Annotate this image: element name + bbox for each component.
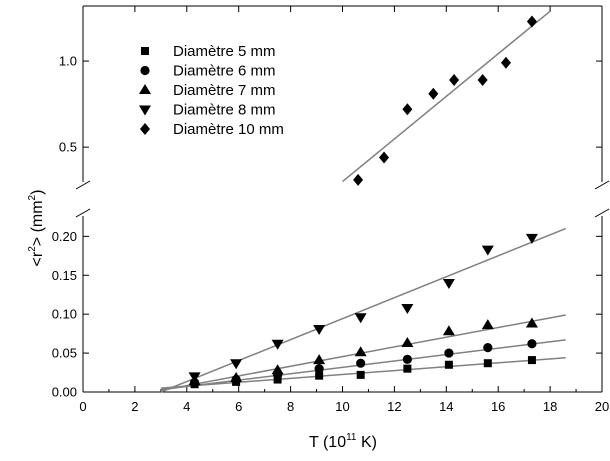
y-tick-label: 0.10 <box>52 307 77 322</box>
data-point <box>527 339 537 349</box>
data-point <box>315 371 324 380</box>
x-tick-label: 12 <box>387 399 401 414</box>
data-point <box>354 346 367 357</box>
data-point <box>403 364 412 373</box>
x-tick-label: 8 <box>287 399 294 414</box>
x-axis-title: T (1011 K) <box>309 432 377 451</box>
data-point <box>230 371 243 382</box>
legend-label: Diamètre 8 mm <box>173 102 276 119</box>
data-point <box>525 317 538 328</box>
data-point <box>444 348 454 358</box>
y-tick-label: 0.20 <box>52 229 77 244</box>
fit-line <box>160 227 566 393</box>
x-tick-label: 18 <box>543 399 557 414</box>
data-point <box>477 74 488 87</box>
data-point <box>401 303 414 314</box>
x-tick-label: 16 <box>491 399 505 414</box>
data-point <box>442 279 455 290</box>
x-tick-label: 6 <box>235 399 242 414</box>
data-point <box>356 358 366 368</box>
axis-break-mark <box>75 208 91 218</box>
x-tick-label: 14 <box>439 399 453 414</box>
legend-marker <box>140 65 150 76</box>
axes-layer: 0 2 4 6 8 10 12 14 16 18 20 0.00 0.05 0.10 0.15 0.20 0.5… <box>52 5 610 414</box>
y-tick-label: 0.05 <box>52 346 77 361</box>
y-axis-title: <r2> (mm2) <box>27 190 46 267</box>
axis-break-gap <box>75 191 91 205</box>
data-point <box>379 151 390 164</box>
data-point <box>444 360 453 369</box>
x-tick-label: 10 <box>335 399 349 414</box>
x-tick-label: 4 <box>183 399 190 414</box>
x-tick-label: 20 <box>595 399 609 414</box>
data-point <box>449 74 460 87</box>
legend-label: Diamètre 6 mm <box>173 63 276 80</box>
data-point <box>313 354 326 365</box>
data-point <box>481 245 494 256</box>
data-point <box>527 356 536 365</box>
y-tick-label: 0.5 <box>59 140 77 155</box>
data-point <box>402 354 412 364</box>
data-point <box>271 339 284 350</box>
data-point <box>401 336 414 347</box>
data-point <box>230 359 243 370</box>
y-tick-label: 0.15 <box>52 268 77 283</box>
data-point <box>483 359 492 368</box>
x-tick-label: 0 <box>79 399 86 414</box>
data-point <box>525 233 538 244</box>
legend-marker <box>139 105 151 116</box>
legend-label: Diamètre 7 mm <box>173 82 276 99</box>
legend-marker <box>140 123 150 135</box>
data-point <box>483 343 493 353</box>
axis-break-gap <box>594 191 610 205</box>
data-point <box>188 372 201 383</box>
data-point <box>526 15 537 28</box>
axis-break-mark <box>594 208 610 218</box>
legend-marker <box>139 84 151 94</box>
legend-marker <box>141 47 149 55</box>
data-markers <box>188 15 538 389</box>
y-tick-label: 0.00 <box>52 385 77 400</box>
data-point <box>356 370 365 379</box>
data-point <box>481 319 494 330</box>
data-point <box>271 364 284 375</box>
data-point <box>500 56 511 69</box>
axis-break-mark <box>75 180 91 190</box>
data-point <box>314 364 324 374</box>
data-point <box>313 324 326 335</box>
legend-label: Diamètre 5 mm <box>173 43 276 60</box>
data-point <box>353 173 364 186</box>
y-tick-label: 1.0 <box>59 54 77 69</box>
legend: Diamètre 5 mm Diamètre 6 mm Diamètre 7 mm D… <box>139 43 284 138</box>
data-point <box>442 325 455 336</box>
fit-line <box>342 10 551 183</box>
legend-label: Diamètre 10 mm <box>173 121 284 138</box>
data-point <box>273 375 282 384</box>
x-tick-label: 2 <box>131 399 138 414</box>
data-point <box>402 103 413 116</box>
data-point <box>428 87 439 100</box>
axis-break-mark <box>594 180 610 190</box>
data-point <box>354 313 367 324</box>
